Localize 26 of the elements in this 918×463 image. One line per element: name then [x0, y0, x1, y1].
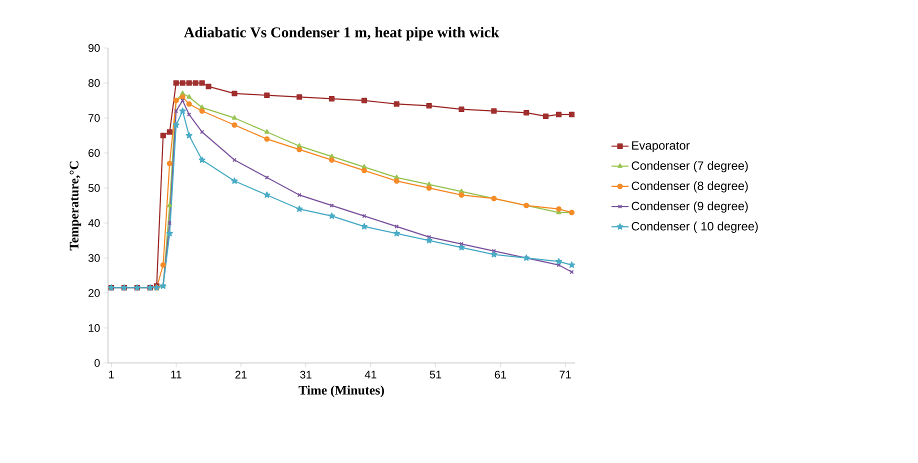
chart-title: Adiabatic Vs Condenser 1 m, heat pipe with wick	[184, 26, 500, 40]
x-tick-label: 21	[235, 370, 247, 378]
y-axis-title: Temperature,°C	[70, 161, 82, 250]
legend-label: Condenser (8 degree)	[632, 181, 748, 192]
y-tick-label: 90	[88, 44, 100, 52]
x-tick-label: 31	[300, 370, 312, 379]
y-tick-label: 20	[88, 289, 100, 297]
legend-label: Condenser (7 degree)	[632, 161, 748, 172]
y-tick-label: 80	[88, 79, 100, 87]
x-tick-label: 71	[560, 370, 571, 378]
x-tick-label: 51	[430, 370, 442, 378]
y-tick-label: 50	[88, 184, 100, 192]
x-tick-label: 61	[494, 370, 506, 379]
x-tick-label: 11	[171, 370, 182, 378]
legend-label: Condenser (9 degree)	[632, 201, 748, 213]
y-tick-label: 60	[88, 149, 100, 157]
x-axis-title: Time (Minutes)	[298, 385, 384, 398]
y-tick-label: 30	[88, 254, 100, 262]
y-tick-label: 10	[88, 324, 100, 332]
x-tick-label: 1	[109, 370, 114, 378]
x-tick-label: 41	[364, 370, 376, 378]
legend-label: Condenser ( 10 degree)	[632, 222, 758, 233]
y-tick-label: 70	[88, 114, 100, 122]
y-tick-label: 40	[88, 219, 100, 227]
y-tick-label: 0	[94, 359, 100, 367]
legend-label: Evaporator	[632, 141, 690, 152]
